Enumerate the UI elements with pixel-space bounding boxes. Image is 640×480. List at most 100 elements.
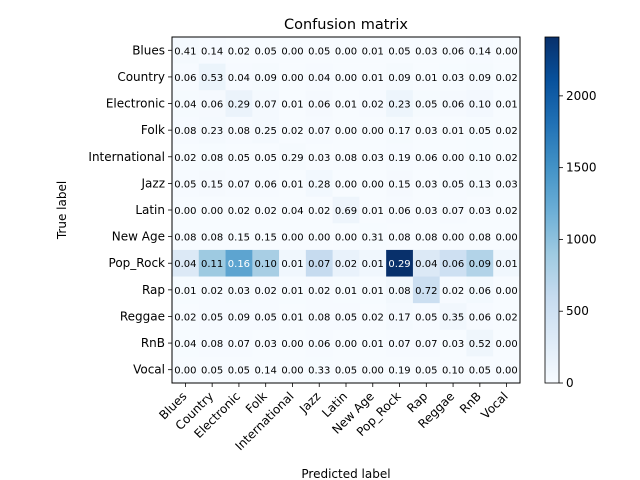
cell-value-label: 0.04 [174,339,196,350]
heatmap-cell [359,116,387,144]
heatmap-cell [279,37,307,64]
heatmap-cell [198,356,226,384]
heatmap-cell [198,90,226,118]
heatmap-cell [412,303,440,331]
heatmap-cell [386,276,414,304]
cell-value-label: 0.03 [255,339,277,350]
heatmap-cell [466,249,494,277]
heatmap-cell [332,249,360,277]
heatmap-cell [466,329,494,357]
cell-value-label: 0.00 [281,233,303,244]
cell-value-label: 0.09 [469,259,491,270]
colorbar-ticks: 0 500 1000 1500 2000 [559,89,597,390]
heatmap-cell [439,90,467,118]
heatmap-cell [172,303,200,331]
cell-value-label: 0.08 [174,126,196,137]
cell-value-label: 0.00 [495,286,517,297]
heatmap-cell [332,196,360,224]
cell-value-label: 0.01 [495,100,517,111]
heatmap-cell [305,170,333,197]
heatmap-cell [332,116,360,144]
heatmap-cell [225,356,253,384]
heatmap-cell [493,356,521,384]
y-tick-label: New Age [112,230,165,244]
cell-value-label: 0.05 [469,366,491,377]
heatmap-cell [198,303,226,331]
colorbar-tick-label: 500 [566,304,589,318]
cell-value-label: 0.06 [469,312,491,323]
cell-value-label: 0.01 [281,259,303,270]
cell-value-label: 0.07 [308,259,330,270]
cell-value-label: 0.28 [308,179,330,190]
cell-value-label: 0.05 [308,46,330,57]
heatmap-cell [252,223,280,251]
heatmap-cell [359,223,387,251]
heatmap-cell [439,276,467,304]
heatmap-cell [225,37,253,64]
heatmap-cell [386,303,414,331]
cell-value-label: 0.05 [201,366,223,377]
colorbar-tick-label: 1000 [566,232,597,246]
cell-value-label: 0.17 [388,126,410,137]
cell-value-label: 0.07 [442,206,464,217]
heatmap-cell [198,37,226,64]
heatmap-cell [225,329,253,357]
heatmap-cell [305,223,333,251]
heatmap-cell [359,249,387,277]
y-tick-label: Country [117,70,165,84]
heatmap-cell [466,196,494,224]
colorbar-tick-label: 0 [566,376,574,390]
cell-value-label: 0.02 [174,153,196,164]
cell-value-label: 0.06 [442,100,464,111]
heatmap-cell [359,329,387,357]
cell-value-label: 0.06 [174,73,196,84]
cell-value-label: 0.69 [335,206,357,217]
cell-value-label: 0.05 [388,46,410,57]
heatmap-cell [439,249,467,277]
heatmap-cell [305,196,333,224]
cell-value-label: 0.06 [201,100,223,111]
cell-value-label: 0.10 [469,153,491,164]
y-tick-label: RnB [141,336,165,350]
cell-value-label: 0.03 [469,206,491,217]
cell-value-label: 0.00 [281,339,303,350]
cell-value-label: 0.03 [415,179,437,190]
cell-value-label: 0.02 [495,153,517,164]
heatmap-cell [439,196,467,224]
heatmap-cell [198,116,226,144]
cell-value-label: 0.02 [335,259,357,270]
heatmap-cell [305,276,333,304]
heatmap-cell [305,329,333,357]
heatmap-cell [493,143,521,171]
heatmap-cell [332,170,360,197]
cell-value-label: 0.06 [388,206,410,217]
heatmap-cell [439,223,467,251]
cell-value-label: 0.23 [388,100,410,111]
cell-value-label: 0.10 [255,259,277,270]
cell-value-label: 0.00 [281,366,303,377]
heatmap-cell [305,116,333,144]
heatmap-cell [493,276,521,304]
heatmap-cell [198,249,226,277]
heatmap-cell [279,329,307,357]
heatmap-cell [332,223,360,251]
cell-value-label: 0.07 [228,339,250,350]
heatmap-cell [386,196,414,224]
heatmap-cell [225,276,253,304]
cell-value-label: 0.02 [308,206,330,217]
heatmap-cell [412,90,440,118]
cell-value-label: 0.04 [308,73,330,84]
heatmap-cell [279,90,307,118]
heatmap-cell [386,223,414,251]
heatmap-cell [493,303,521,331]
cell-value-label: 0.02 [362,100,384,111]
cell-value-label: 0.02 [201,286,223,297]
y-tick-label: Latin [135,203,165,217]
cell-value-label: 0.00 [495,366,517,377]
heatmap-cell [279,63,307,91]
cell-value-label: 0.01 [281,312,303,323]
cell-value-label: 0.19 [388,153,410,164]
cell-value-label: 0.09 [388,73,410,84]
cell-value-label: 0.15 [388,179,410,190]
